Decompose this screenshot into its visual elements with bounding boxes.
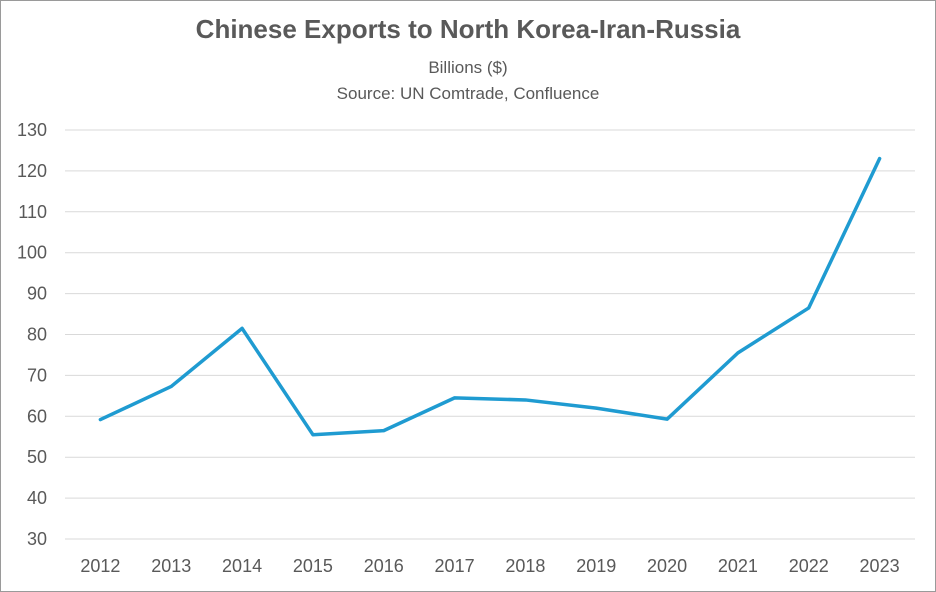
data-point <box>98 418 102 422</box>
y-tick-label: 130 <box>17 120 47 140</box>
x-tick-label: 2015 <box>293 556 333 576</box>
data-point <box>736 351 740 355</box>
x-tick-label: 2012 <box>80 556 120 576</box>
chart-subtitle-units: Billions ($) <box>428 58 508 77</box>
x-tick-label: 2019 <box>576 556 616 576</box>
data-point <box>594 406 598 410</box>
data-point <box>240 326 244 330</box>
series-line <box>98 156 882 437</box>
y-tick-label: 90 <box>27 284 47 304</box>
y-tick-label: 70 <box>27 365 47 385</box>
data-point <box>382 429 386 433</box>
y-tick-label: 110 <box>18 202 47 222</box>
y-tick-label: 30 <box>27 529 47 549</box>
x-tick-label: 2020 <box>647 556 687 576</box>
y-tick-label: 80 <box>27 325 47 345</box>
x-tick-label: 2023 <box>860 556 900 576</box>
x-tick-label: 2014 <box>222 556 262 576</box>
data-point <box>311 433 315 437</box>
data-point <box>523 398 527 402</box>
y-tick-label: 100 <box>17 243 47 263</box>
y-tick-label: 120 <box>17 161 47 181</box>
data-point <box>169 384 173 388</box>
y-tick-label: 50 <box>27 447 47 467</box>
x-tick-label: 2016 <box>364 556 404 576</box>
x-tick-label: 2022 <box>789 556 829 576</box>
chart-title: Chinese Exports to North Korea-Iran-Russ… <box>195 14 741 44</box>
chart-subtitle-source: Source: UN Comtrade, Confluence <box>336 84 600 103</box>
data-point <box>878 157 882 161</box>
x-tick-label: 2018 <box>505 556 545 576</box>
data-point <box>665 417 669 421</box>
data-point <box>453 396 457 400</box>
data-point <box>807 306 811 310</box>
x-tick-label: 2021 <box>718 556 758 576</box>
y-tick-label: 40 <box>27 488 47 508</box>
y-tick-label: 60 <box>27 406 47 426</box>
x-tick-label: 2013 <box>151 556 191 576</box>
x-tick-label: 2017 <box>435 556 475 576</box>
